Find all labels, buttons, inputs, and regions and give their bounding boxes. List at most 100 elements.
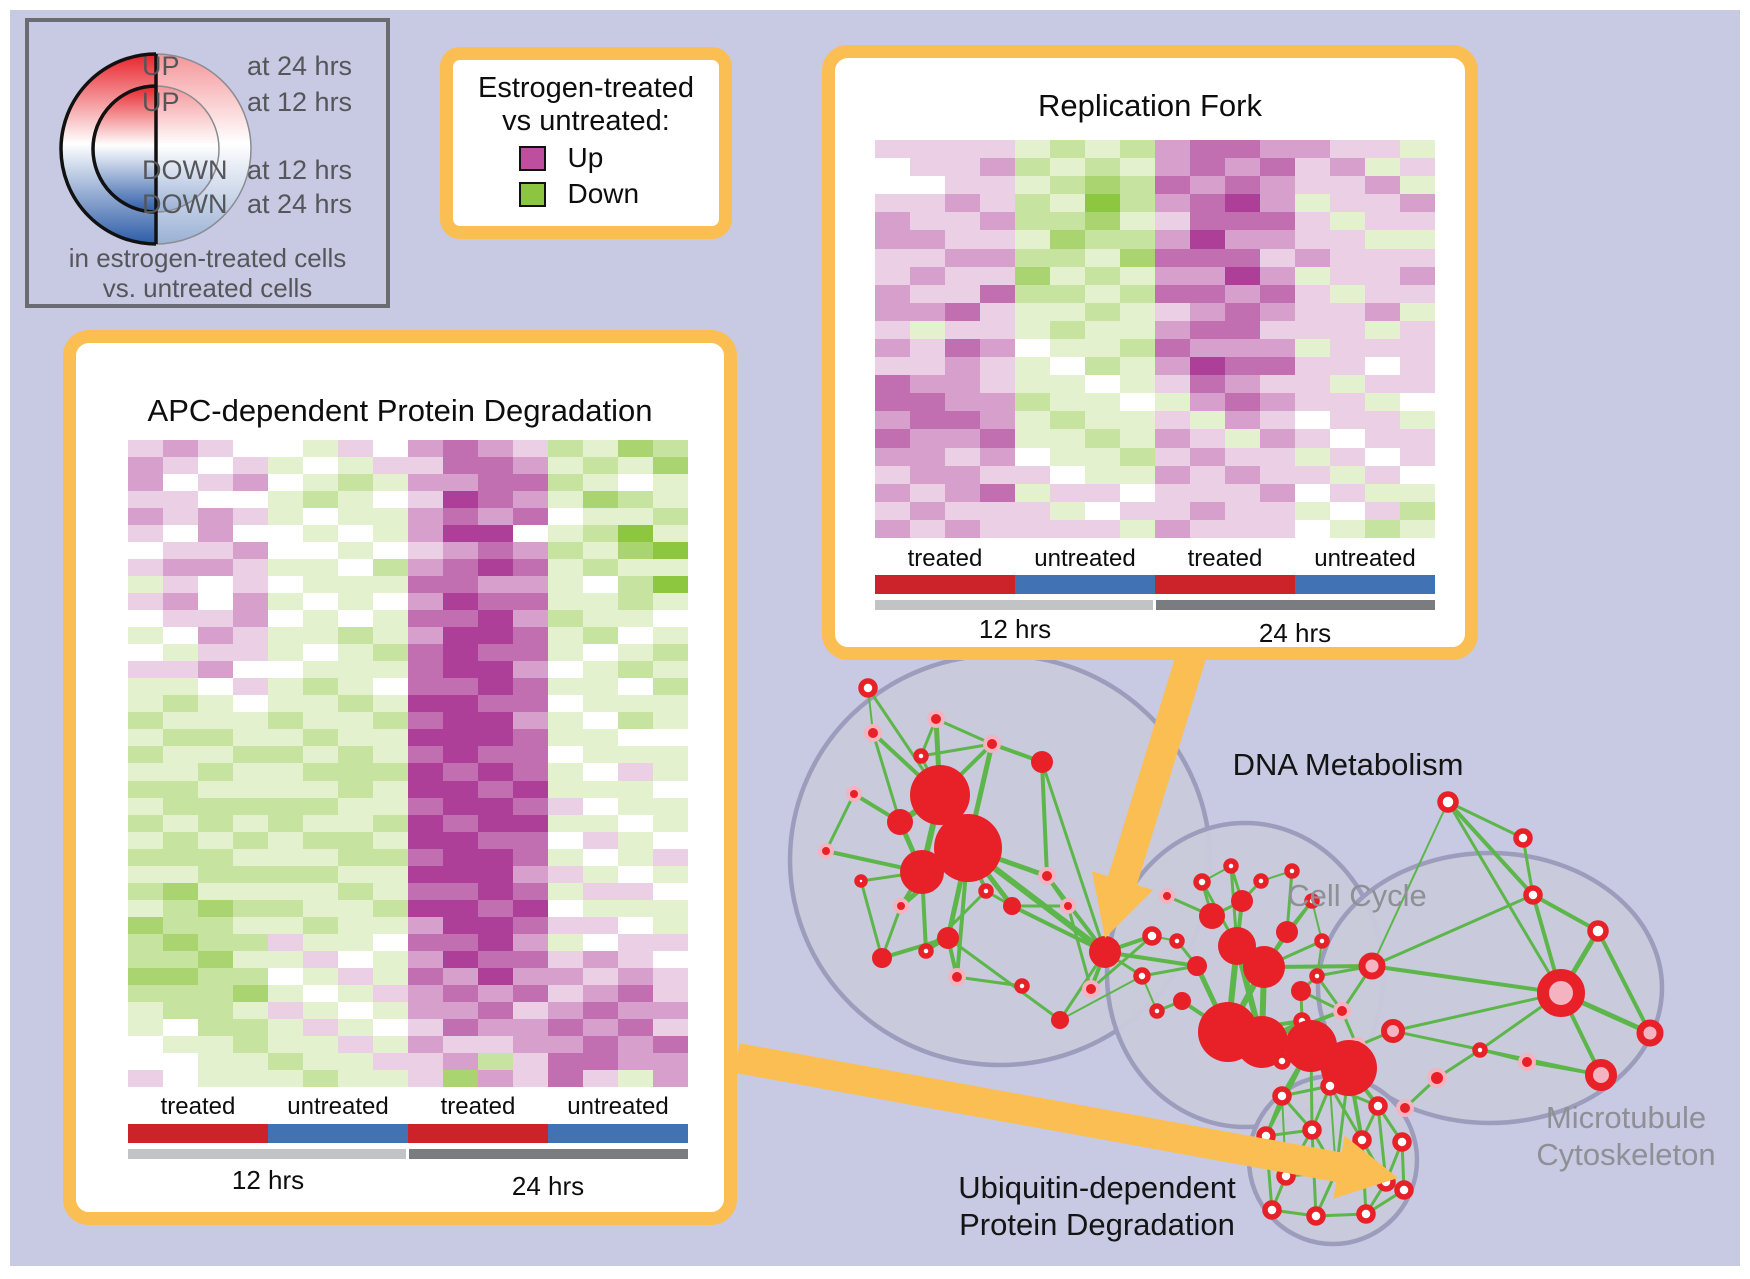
apc-24hrs-bar — [409, 1149, 688, 1159]
gene-node — [1149, 1003, 1165, 1019]
gene-node — [1253, 873, 1269, 889]
rf-bar-treated-12 — [875, 575, 1015, 594]
apc-bar-treated-12 — [128, 1124, 268, 1143]
gene-node — [1356, 1204, 1376, 1224]
gene-node — [910, 765, 970, 825]
network-edge — [1596, 930, 1652, 1034]
gene-node — [1309, 968, 1325, 984]
apc-condition-bars — [128, 1124, 688, 1143]
network-edge — [935, 717, 993, 746]
gene-node — [918, 943, 934, 959]
gene-node — [1437, 791, 1459, 813]
network-edge — [924, 889, 988, 953]
gene-node — [1314, 933, 1330, 949]
gene-node — [887, 809, 913, 835]
rf-bar-treated-24 — [1155, 575, 1295, 594]
rf-condition-bars — [875, 575, 1435, 594]
gene-node — [1306, 1206, 1326, 1226]
apc-12hrs-label: 12 hrs — [231, 1165, 305, 1195]
gene-node — [900, 850, 944, 894]
gene-node — [937, 927, 959, 949]
gene-node — [1169, 933, 1185, 949]
arrow-replication-fork-to-dna-shaft — [1107, 645, 1208, 887]
apc-panel-title: APC-dependent Protein Degradation — [147, 393, 653, 428]
gene-node — [1236, 1016, 1288, 1068]
replication-fork-panel: Replication Fork treated untreated treat… — [822, 45, 1478, 660]
rf-24hrs-bar — [1156, 600, 1435, 610]
network-edge — [1392, 991, 1562, 1033]
gene-node — [1472, 1042, 1488, 1058]
network-edge — [1066, 905, 1093, 990]
legend-down-24: DOWN — [142, 189, 228, 219]
network-edge — [1090, 934, 1153, 991]
network-edge — [1371, 964, 1562, 995]
rf-group-untreated-24: untreated — [1314, 545, 1416, 572]
rf-group-untreated-12: untreated — [1034, 545, 1136, 572]
gene-node — [1304, 893, 1320, 909]
gene-node — [1381, 1019, 1405, 1043]
apc-12hrs-bar — [128, 1149, 406, 1159]
rf-bar-untreated-24 — [1295, 575, 1435, 594]
gene-node — [1523, 885, 1543, 905]
network-edge — [1059, 975, 1143, 1021]
expression-direction-legend: UP at 24 hrs UP at 12 hrs DOWN at 12 hrs… — [25, 18, 390, 308]
legend-up-12-time: at 12 hrs — [247, 87, 353, 117]
gene-node — [1513, 828, 1533, 848]
gene-node — [1003, 897, 1021, 915]
gene-node — [1291, 981, 1311, 1001]
gene-node — [1038, 867, 1056, 885]
network-edge — [1371, 801, 1449, 967]
gene-node — [978, 883, 994, 899]
rf-12hrs-label: 12 hrs — [978, 614, 1052, 644]
gene-node — [1272, 1086, 1292, 1106]
up-label: Up — [567, 142, 604, 173]
gene-node — [1396, 1099, 1414, 1117]
gene-node — [1193, 873, 1211, 891]
apc-24hrs-label: 24 hrs — [511, 1171, 585, 1201]
gene-node — [1585, 1059, 1617, 1091]
arrow-apc-to-ubiquitin-head — [1333, 1135, 1398, 1199]
arrow-replication-fork-to-dna-head — [1091, 871, 1154, 938]
legend-item-up: Up — [453, 142, 719, 174]
apc-group-untreated-24: untreated — [567, 1093, 669, 1120]
network-edge — [956, 975, 1023, 988]
gene-node — [1159, 888, 1175, 904]
replication-fork-heatmap — [875, 140, 1435, 538]
down-color-swatch — [518, 181, 546, 207]
network-edge — [1446, 800, 1535, 897]
gene-node — [1051, 1011, 1069, 1029]
concentric-circles-icon — [59, 52, 252, 246]
gene-node — [1173, 992, 1191, 1010]
network-edge — [871, 732, 902, 823]
gene-node — [1262, 1200, 1282, 1220]
apc-group-treated-12: treated — [160, 1093, 236, 1120]
gene-node — [1031, 751, 1053, 773]
gene-node — [818, 843, 834, 859]
gene-node — [1394, 1180, 1414, 1200]
apc-bar-treated-24 — [408, 1124, 548, 1143]
gene-node — [1302, 1120, 1322, 1140]
gene-node — [1231, 890, 1253, 912]
network-edge — [859, 880, 884, 959]
gene-node — [1518, 1053, 1536, 1071]
down-label: Down — [567, 178, 640, 209]
replication-fork-title: Replication Fork — [1038, 88, 1262, 123]
gene-node — [1273, 1052, 1291, 1070]
legend-caption-line2: vs. untreated cells — [102, 273, 313, 303]
network-edge — [1328, 1085, 1364, 1141]
gene-node — [1358, 952, 1386, 980]
gene-node — [864, 724, 882, 742]
gene-node — [1276, 921, 1298, 943]
gene-node — [1368, 1096, 1388, 1116]
gene-node — [872, 948, 892, 968]
ubiquitin-label: Protein Degradation — [959, 1207, 1235, 1242]
updown-legend-title-line1: Estrogen-treated — [477, 72, 694, 104]
cell-cycle-label: Cell Cycle — [1287, 878, 1427, 913]
gene-node — [1082, 980, 1100, 998]
microtubule-cytoskeleton-label: Microtubule — [1546, 1100, 1706, 1135]
gene-node — [858, 678, 878, 698]
gene-node — [1187, 956, 1207, 976]
network-edge — [920, 742, 993, 758]
gene-node — [1223, 858, 1239, 874]
